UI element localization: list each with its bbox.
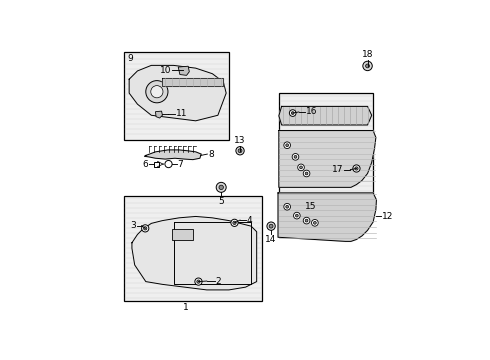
Circle shape xyxy=(195,278,202,285)
Circle shape xyxy=(363,61,372,71)
Circle shape xyxy=(303,170,310,177)
Circle shape xyxy=(238,149,242,153)
Circle shape xyxy=(314,221,316,224)
Text: 14: 14 xyxy=(266,235,277,244)
Circle shape xyxy=(300,166,302,169)
Circle shape xyxy=(142,225,149,232)
Circle shape xyxy=(292,112,294,114)
Circle shape xyxy=(312,220,318,226)
Text: 12: 12 xyxy=(382,212,393,221)
Text: 1: 1 xyxy=(183,303,189,312)
Circle shape xyxy=(284,203,291,210)
Polygon shape xyxy=(129,66,226,121)
Text: 16: 16 xyxy=(306,107,318,116)
Circle shape xyxy=(165,161,172,168)
Text: 4: 4 xyxy=(246,216,252,225)
Circle shape xyxy=(298,164,304,171)
Text: 8: 8 xyxy=(208,149,214,158)
Text: 7: 7 xyxy=(177,159,183,168)
Circle shape xyxy=(269,224,273,228)
Circle shape xyxy=(295,214,298,217)
Circle shape xyxy=(151,86,163,98)
Circle shape xyxy=(286,205,289,208)
Polygon shape xyxy=(155,111,162,118)
Circle shape xyxy=(292,153,299,160)
Polygon shape xyxy=(162,78,223,86)
Circle shape xyxy=(294,156,297,158)
Bar xyxy=(123,51,229,140)
Text: 5: 5 xyxy=(219,197,224,206)
Bar xyxy=(172,229,193,240)
Circle shape xyxy=(286,144,289,147)
Circle shape xyxy=(219,185,223,190)
Polygon shape xyxy=(279,131,376,187)
Circle shape xyxy=(233,221,236,225)
Text: 3: 3 xyxy=(130,221,136,230)
Circle shape xyxy=(305,172,308,175)
Circle shape xyxy=(366,64,369,68)
Circle shape xyxy=(305,219,308,222)
Circle shape xyxy=(216,183,226,192)
Bar xyxy=(279,93,373,204)
Text: 17: 17 xyxy=(332,165,343,174)
Text: 11: 11 xyxy=(176,109,187,118)
Text: 18: 18 xyxy=(362,50,373,59)
Circle shape xyxy=(290,110,296,116)
Circle shape xyxy=(231,219,238,226)
Circle shape xyxy=(284,142,291,149)
Text: 10: 10 xyxy=(160,66,172,75)
Text: 2: 2 xyxy=(216,276,221,285)
Circle shape xyxy=(353,165,360,172)
Circle shape xyxy=(146,81,168,103)
Circle shape xyxy=(144,227,147,230)
Circle shape xyxy=(236,147,244,155)
Text: 13: 13 xyxy=(234,136,246,145)
Circle shape xyxy=(294,212,300,219)
Polygon shape xyxy=(178,66,189,75)
Text: 6: 6 xyxy=(143,159,148,168)
Bar xyxy=(123,195,262,301)
Bar xyxy=(153,162,159,167)
Circle shape xyxy=(197,280,200,283)
Circle shape xyxy=(267,222,275,230)
Circle shape xyxy=(303,217,310,224)
Polygon shape xyxy=(145,150,201,159)
Text: 15: 15 xyxy=(305,202,317,211)
Polygon shape xyxy=(132,216,257,290)
Circle shape xyxy=(355,167,358,170)
Text: 9: 9 xyxy=(128,54,133,63)
Polygon shape xyxy=(279,107,372,125)
Polygon shape xyxy=(278,193,376,242)
